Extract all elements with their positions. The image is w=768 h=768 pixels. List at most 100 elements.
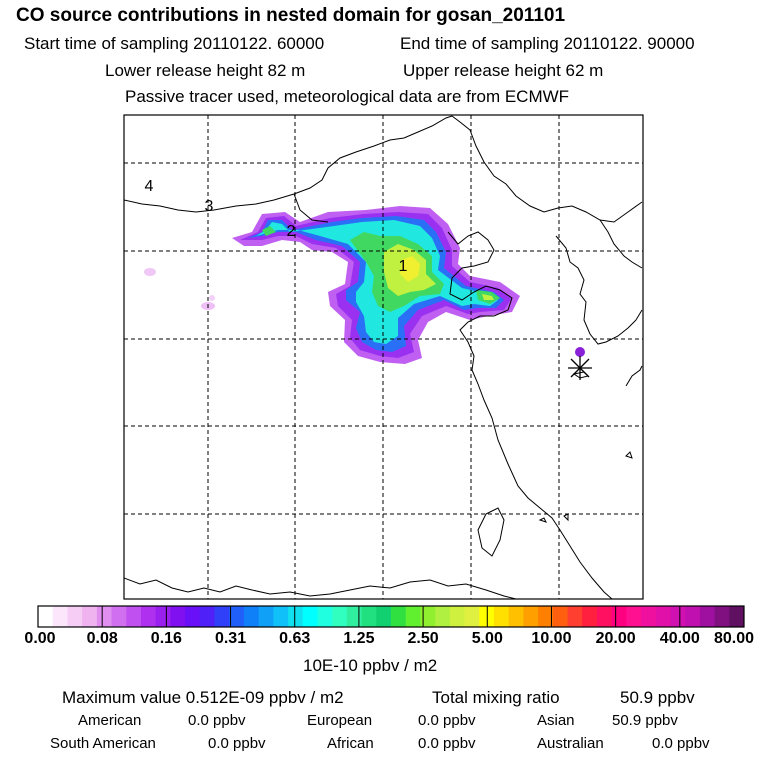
colorbar-swatch: [611, 606, 627, 627]
colorbar-swatch: [685, 606, 701, 627]
colorbar-swatch: [317, 606, 333, 627]
mongolia-border: [293, 193, 329, 223]
colorbar-swatch: [714, 606, 730, 627]
colorbar-swatch: [552, 606, 568, 627]
colorbar-swatch: [523, 606, 539, 627]
inner-border: [124, 577, 517, 599]
colorbar-swatch: [567, 606, 583, 627]
colorbar-swatch: [596, 606, 613, 627]
colorbar-swatch: [243, 606, 260, 627]
total-mixing-label: Total mixing ratio: [432, 688, 560, 707]
colorbar-swatch: [126, 606, 142, 627]
colorbar-swatch: [155, 606, 171, 627]
taiwan-island: [477, 507, 505, 557]
region-value-australian: 0.0 ppbv: [652, 735, 710, 752]
region-value-asian: 50.9 ppbv: [612, 712, 678, 729]
colorbar-swatch: [670, 606, 686, 627]
chart-title: CO source contributions in nested domain…: [16, 5, 566, 26]
colorbar-swatch: [96, 606, 113, 627]
northeast-border: [451, 115, 643, 223]
small-island: [563, 513, 569, 522]
bohai-coast: [447, 231, 613, 599]
plume-speck: [209, 295, 215, 301]
max-value-label: Maximum value 0.512E-09 ppbv / m2: [62, 688, 344, 707]
end-time-label: End time of sampling 20110122. 90000: [400, 34, 695, 53]
colorbar-swatch: [140, 606, 157, 627]
region-name-south-american: South American: [50, 735, 156, 752]
receptor-asterisk-icon: [568, 356, 592, 380]
colorbar-tick-label: 20.00: [595, 630, 636, 647]
colorbar-swatch: [288, 606, 304, 627]
region-name-australian: Australian: [537, 735, 604, 752]
colorbar-swatch: [346, 606, 363, 627]
colorbar: [37, 605, 745, 628]
colorbar-swatch: [82, 606, 98, 627]
colorbar-swatch: [170, 606, 186, 627]
japan-coast: [625, 365, 643, 387]
total-mixing-value: 50.9 ppbv: [620, 688, 695, 707]
marker-4: 4: [145, 178, 154, 195]
colorbar-swatch: [38, 606, 54, 627]
colorbar-swatch: [435, 606, 451, 627]
colorbar-swatch: [655, 606, 671, 627]
colorbar-swatch: [229, 606, 245, 627]
colorbar-swatch: [449, 606, 466, 627]
colorbar-swatch: [214, 606, 230, 627]
region-name-american: American: [78, 712, 142, 729]
lat-lon-grid: [124, 115, 643, 599]
colorbar-units: 10E-10 ppbv / m2: [303, 656, 438, 675]
colorbar-tick-label: 1.25: [343, 630, 375, 647]
colorbar-tick-label: 80.00: [713, 630, 755, 647]
marker-2: 2: [287, 223, 296, 240]
marker-3: 3: [205, 198, 214, 215]
colorbar-swatch: [52, 606, 68, 627]
marker-1: 1: [399, 258, 408, 275]
colorbar-tick-label: 10.00: [531, 630, 572, 647]
colorbar-tick-label: 0.08: [86, 630, 118, 647]
region-value-south-american: 0.0 ppbv: [208, 735, 266, 752]
plume-layer-yellow: [400, 256, 420, 282]
map-frame: [123, 114, 644, 600]
colorbar-tick-label: 0.00: [24, 630, 56, 647]
colorbar-swatch: [493, 606, 510, 627]
colorbar-swatch: [67, 606, 83, 627]
tracer-note: Passive tracer used, meteorological data…: [125, 87, 570, 106]
colorbar-swatch: [391, 606, 407, 627]
plume-layer-green: [262, 226, 276, 236]
colorbar-swatch: [641, 606, 657, 627]
region-name-european: European: [307, 712, 373, 729]
colorbar-swatch: [699, 606, 716, 627]
plume-speck: [144, 268, 156, 276]
colorbar-tick-label: 0.16: [150, 630, 182, 647]
colorbar-swatch: [258, 606, 274, 627]
colorbar-tick-label: 0.31: [214, 630, 247, 647]
start-time-label: Start time of sampling 20110122. 60000: [24, 34, 325, 53]
korea-east-coast: [599, 219, 643, 269]
region-name-asian: Asian: [537, 712, 575, 729]
northern-border: [124, 115, 453, 213]
plume-dot: [575, 347, 585, 357]
jeju-island: [572, 371, 589, 379]
colorbar-swatch: [332, 606, 348, 627]
colorbar-swatch: [185, 606, 201, 627]
colorbar-swatch: [376, 606, 392, 627]
small-island: [538, 517, 547, 523]
colorbar-swatch: [508, 606, 524, 627]
colorbar-swatch: [111, 606, 127, 627]
colorbar-swatch: [199, 606, 215, 627]
colorbar-swatch: [302, 606, 318, 627]
colorbar-tick-label: 2.50: [407, 630, 439, 647]
upper-height-label: Upper release height 62 m: [403, 61, 604, 80]
colorbar-swatch: [729, 606, 745, 627]
coastlines: [124, 115, 643, 599]
small-island: [625, 451, 633, 459]
plume-layer-yellowgreen: [482, 294, 494, 300]
colorbar-tick-label: 0.63: [279, 630, 311, 647]
colorbar-swatch: [405, 606, 421, 627]
colorbar-swatch: [361, 606, 377, 627]
region-name-african: African: [327, 735, 374, 752]
colorbar-tick-label: 5.00: [471, 630, 503, 647]
colorbar-swatch: [464, 606, 480, 627]
colorbar-frame: [37, 605, 745, 628]
